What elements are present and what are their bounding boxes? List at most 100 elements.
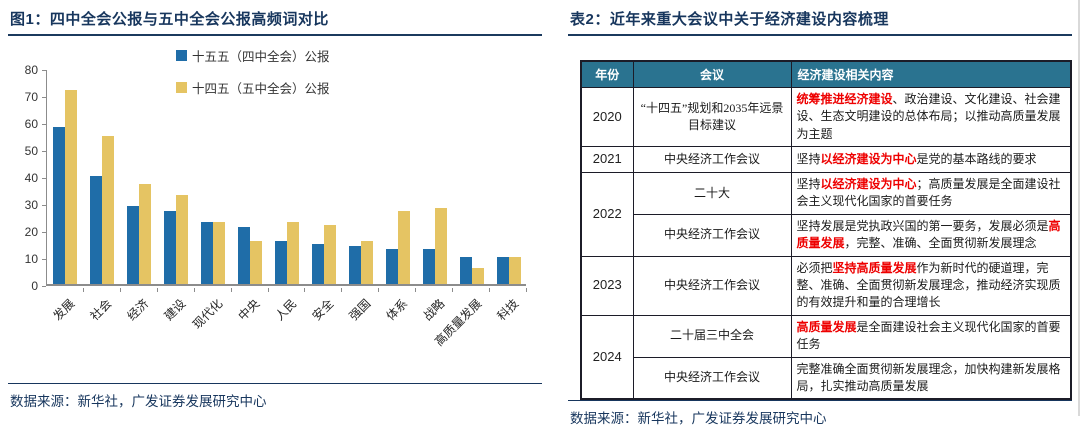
- table-row: 2021 中央经济工作会议 坚持以经济建设为中心是党的基本路线的要求: [580, 146, 1072, 174]
- y-axis-tick: [42, 286, 46, 287]
- x-axis-tick: [489, 288, 491, 292]
- content-text: ，完整、准确、全面贯彻新发展理念: [844, 236, 1037, 251]
- table-row: 中央经济工作会议 完整准确全面贯彻新发展理念，加快构建新发展格局，扎实推动高质量发…: [581, 356, 1072, 400]
- y-axis-tick-label: 30: [24, 198, 38, 212]
- figure1-title-rule: [8, 34, 542, 36]
- table2-source-rule: [568, 400, 1072, 402]
- chart-legend: 十五五（四中全会）公报 十四五（五中全会）公报: [176, 46, 330, 97]
- meeting-cell: 中央经济工作会议: [632, 146, 792, 174]
- y-axis-tick-label: 50: [24, 144, 38, 158]
- table-row: 2023 中央经济工作会议 必须把坚持高质量发展作为新时代的硬道理，完整、准确、全面…: [580, 255, 1072, 316]
- content-highlight: 以经济建设为中心: [820, 151, 917, 166]
- meeting-cell: 二十届三中全会: [632, 314, 792, 358]
- y-axis-tick-label: 60: [24, 117, 38, 131]
- x-axis-tick: [526, 288, 527, 292]
- legend-item-1: 十四五（五中全会）公报: [176, 78, 330, 97]
- content-text: 是党的基本路线的要求: [916, 151, 1037, 166]
- bar-科技-s0: [496, 257, 509, 284]
- figure1-source-rule: [8, 383, 542, 384]
- x-axis-tick: [119, 288, 121, 292]
- legend-swatch-icon: [176, 82, 187, 93]
- bar-高质量发展-s1: [471, 267, 484, 284]
- content-cell: 坚持发展是党执政兴国的第一要务，发展必须是高质量发展，完整、准确、全面贯彻新发展…: [790, 213, 1072, 257]
- table2-panel: 表2：近年来重大会议中关于经济建设内容梳理 年份 会议 经济建设相关内容 2020 “…: [568, 6, 1072, 426]
- bar-体系-s1: [397, 211, 410, 284]
- meeting-cell: “十四五”规划和2035年远景目标建议: [632, 86, 792, 148]
- content-cell: 统筹推进经济建设、政治建设、文化建设、社会建设、生态文明建设的总体布局；以推动高…: [790, 86, 1072, 148]
- content-text: 作为新时代的硬道理，完整、准确、全面贯彻新发展理念，推动经济实现质的有效提升和量…: [796, 260, 1061, 310]
- x-axis-tick: [156, 288, 158, 292]
- content-text: 必须把: [796, 260, 833, 275]
- bar-经济-s1: [139, 184, 152, 284]
- content-text: 是全面建设社会主义现代化国家的首要任务: [796, 319, 1061, 352]
- content-text: 完整准确全面贯彻新发展理念，加快构建新发展格局，扎实推动高质量发展: [796, 361, 1061, 393]
- bar-中央-s1: [250, 240, 263, 284]
- table-row: 中央经济工作会议 坚持发展是党执政兴国的第一要务，发展必须是高质量发展，完整、准确…: [581, 213, 1072, 257]
- bar-中央-s0: [238, 227, 251, 284]
- highfreq-words-bar-chart: 十五五（四中全会）公报 十四五（五中全会）公报 0 10 20 30 40 50 60 70 80…: [8, 38, 542, 350]
- content-highlight: 以经济建设为中心: [820, 177, 917, 192]
- x-axis-tick: [452, 288, 454, 292]
- legend-label: 十五五（四中全会）公报: [192, 50, 330, 64]
- year-cell: 2023: [580, 255, 634, 316]
- content-highlight: 坚持高质量发展: [832, 260, 917, 275]
- content-cell: 坚持以经济建设为中心；高质量发展是全面建设社会主义现代化国家的首要任务: [790, 172, 1072, 215]
- figure1-title: 图1：四中全会公报与五中全会公报高频词对比: [10, 11, 329, 28]
- meeting-cell: 中央经济工作会议: [632, 356, 792, 400]
- year-cell: 2022: [580, 172, 634, 257]
- bar-安全-s0: [311, 243, 324, 284]
- content-text: ；高质量发展是全面建设社会主义现代化国家的首要任务: [796, 177, 1061, 209]
- meeting-cell: 中央经济工作会议: [632, 255, 792, 316]
- bar-强国-s1: [360, 240, 373, 284]
- legend-item-0: 十五五（四中全会）公报: [176, 46, 330, 65]
- table-row: 2020 “十四五”规划和2035年远景目标建议 统筹推进经济建设、政治建设、文化建…: [580, 86, 1072, 148]
- x-axis-tick: [230, 288, 232, 292]
- y-axis-tick: [42, 70, 46, 71]
- content-highlight: 高质量发展: [796, 218, 1061, 251]
- bar-高质量发展-s0: [459, 257, 472, 284]
- table-row: 2022 二十大 坚持以经济建设为中心；高质量发展是全面建设社会主义现代化国家的首要…: [580, 172, 1072, 257]
- bar-战略-s0: [422, 248, 435, 284]
- table2-title-rule: [568, 34, 1072, 36]
- report-figures-page: 图1：四中全会公报与五中全会公报高频词对比 十五五（四中全会）公报 十四五（五中全…: [8, 0, 1080, 426]
- meeting-cell: 二十大: [632, 172, 792, 215]
- content-highlight: 统筹推进经济建设: [796, 92, 893, 106]
- y-axis-tick: [42, 259, 46, 260]
- content-text: 坚持: [796, 177, 821, 192]
- bar-强国-s0: [348, 246, 361, 284]
- y-axis-tick: [42, 178, 46, 179]
- content-cell: 完整准确全面贯彻新发展理念，加快构建新发展格局，扎实推动高质量发展: [790, 356, 1072, 400]
- y-axis-tick-label: 70: [24, 90, 38, 104]
- table2-source: 数据来源：新华社，广发证券发展研究中心: [570, 411, 827, 427]
- y-axis-tick: [42, 205, 46, 206]
- year-cell: 2020: [580, 86, 634, 148]
- bar-发展-s0: [53, 127, 66, 284]
- table-header-col-year: 年份: [580, 60, 634, 88]
- bar-战略-s1: [434, 208, 447, 284]
- x-axis-tick: [267, 288, 269, 292]
- table2-title: 表2：近年来重大会议中关于经济建设内容梳理: [570, 11, 889, 28]
- y-axis-tick-label: 40: [24, 171, 38, 185]
- content-cell: 坚持以经济建设为中心是党的基本路线的要求: [790, 146, 1072, 174]
- x-axis-tick: [82, 288, 84, 292]
- bar-社会-s1: [102, 135, 115, 284]
- table-header-col-content: 经济建设相关内容: [790, 60, 1072, 88]
- bar-人民-s0: [275, 240, 287, 284]
- legend-swatch-icon: [176, 50, 187, 61]
- bar-经济-s0: [127, 205, 140, 284]
- legend-label: 十四五（五中全会）公报: [192, 82, 330, 96]
- meeting-cell: 中央经济工作会议: [632, 213, 792, 257]
- bar-科技-s1: [508, 257, 521, 284]
- bar-安全-s1: [323, 224, 336, 284]
- y-axis-tick-label: 20: [24, 225, 38, 239]
- table-row: 2024 二十届三中全会 高质量发展是全面建设社会主义现代化国家的首要任务: [580, 314, 1072, 400]
- bar-社会-s0: [90, 176, 103, 284]
- bar-发展-s1: [65, 89, 78, 284]
- y-axis-tick: [42, 124, 46, 125]
- y-axis-tick: [42, 97, 46, 98]
- year-cell: 2021: [580, 146, 634, 174]
- content-cell: 高质量发展是全面建设社会主义现代化国家的首要任务: [790, 314, 1072, 358]
- x-axis-tick: [304, 288, 306, 292]
- x-axis-tick: [415, 288, 417, 292]
- bar-人民-s1: [287, 221, 299, 284]
